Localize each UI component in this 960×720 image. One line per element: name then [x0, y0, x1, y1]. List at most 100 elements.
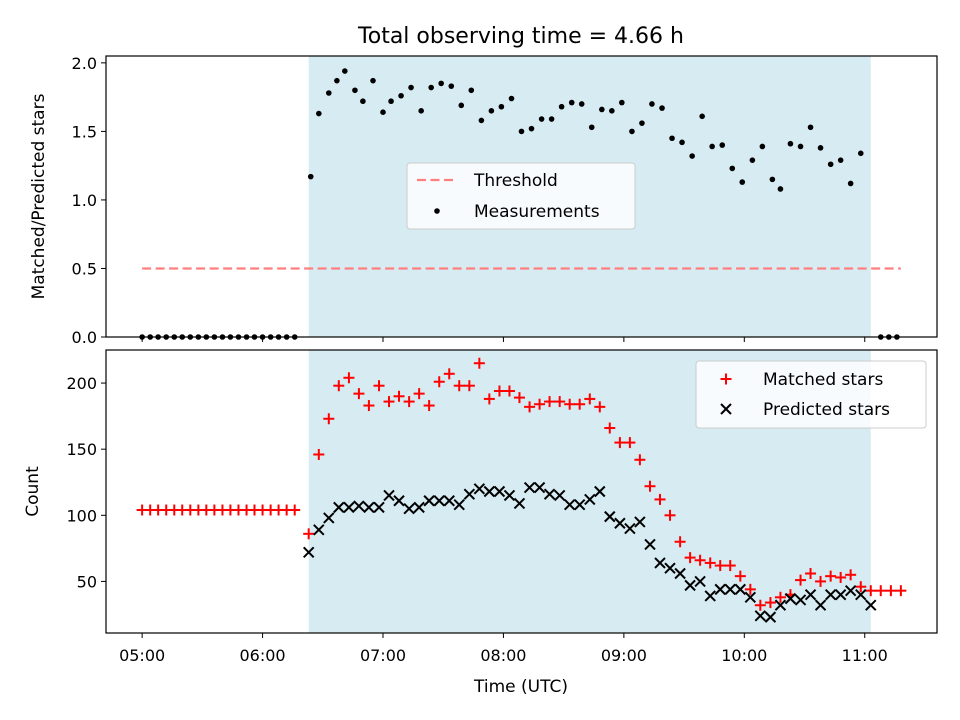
- matched-star-point: [744, 583, 756, 595]
- measurement-point: [408, 84, 414, 91]
- predicted-star-point: [604, 510, 616, 523]
- measurement-point: [458, 102, 465, 109]
- measurement-point: [380, 109, 386, 115]
- measurement-point: [428, 84, 434, 91]
- legend-box: [406, 162, 636, 230]
- measurement-point: [558, 103, 565, 110]
- measurement-point: [759, 143, 766, 150]
- predicted-star-point: [403, 502, 415, 515]
- matched-star-point: [734, 570, 746, 582]
- matched-star-point: [825, 570, 837, 582]
- predicted-star-point: [724, 583, 736, 596]
- predicted-star-point: [423, 495, 435, 507]
- measurement-point: [398, 92, 404, 99]
- measurement-point: [538, 116, 545, 122]
- matched-star-point: [544, 396, 556, 408]
- ratio-panel: 0.00.51.01.52.0 Matched/Predicted stars …: [29, 54, 938, 347]
- matched-star-point: [393, 390, 405, 402]
- predicted-star-point: [353, 500, 365, 512]
- predicted-star-point: [313, 524, 325, 536]
- matched-star-point: [513, 392, 525, 404]
- predicted-star-point: [473, 483, 486, 495]
- predicted-star-point: [383, 489, 395, 502]
- measurement-point: [508, 95, 515, 102]
- measurement-point: [326, 90, 332, 96]
- matched-star-point: [463, 380, 475, 392]
- measurement-point: [488, 108, 495, 114]
- matched-star-point: [624, 437, 636, 449]
- matched-star-point: [895, 585, 907, 597]
- matched-star-point: [554, 396, 566, 408]
- matched-star-point: [443, 368, 455, 380]
- measurement-point: [448, 83, 455, 89]
- measurement-point: [418, 108, 424, 114]
- y-tick-label: 0.0: [72, 328, 97, 347]
- matched-star-point: [875, 585, 887, 597]
- matched-star-point: [289, 504, 301, 516]
- count-plot-frame: [105, 349, 938, 634]
- matched-star-point: [805, 567, 817, 579]
- measurement-point: [669, 135, 675, 142]
- measurement-point: [518, 128, 525, 135]
- measurement-point: [749, 157, 756, 163]
- predicted-star-point: [373, 501, 385, 514]
- predicted-star-point: [493, 485, 506, 498]
- x-tick-label: 11:00: [842, 646, 888, 665]
- matched-star-point: [524, 401, 536, 413]
- predicted-star-point: [634, 516, 646, 528]
- measurement-point: [370, 77, 376, 84]
- y-tick-label: 1.0: [72, 191, 97, 210]
- matched-star-point: [634, 454, 646, 466]
- predicted-star-point: [664, 562, 676, 574]
- measurement-point: [847, 180, 854, 187]
- measurement-point: [787, 140, 794, 147]
- y-tick-label: 50: [77, 572, 97, 591]
- matched-star-point: [684, 552, 696, 564]
- measurement-point: [609, 108, 615, 114]
- predicted-star-point: [413, 501, 425, 514]
- matched-star-point: [323, 413, 335, 425]
- predicted-star-point: [794, 594, 807, 606]
- predicted-star-point: [302, 546, 315, 559]
- legend-predicted-label: Predicted stars: [763, 400, 890, 420]
- matched-star-point: [764, 597, 776, 609]
- measurement-point: [438, 80, 444, 87]
- measurement-point: [334, 77, 340, 84]
- legend-predicted-swatch: [720, 403, 732, 415]
- matched-star-point: [433, 376, 445, 388]
- matched-star-point: [493, 385, 505, 397]
- y-axis-label-ratio: Matched/Predicted stars: [29, 93, 49, 299]
- legend-matched-label: Matched stars: [763, 370, 883, 390]
- measurement-point: [388, 98, 394, 105]
- matched-star-point: [724, 560, 736, 572]
- count-axes: 50 100 150 200 05:00 06:00 07:00 08:00 09:00 10:0…: [66, 374, 887, 665]
- measurement-point: [619, 99, 625, 106]
- y-tick-label: 200: [66, 374, 97, 393]
- measurement-point: [548, 116, 555, 122]
- matched-star-point: [383, 396, 395, 408]
- matched-star-point: [855, 581, 867, 593]
- predicted-star-point: [513, 497, 526, 510]
- measurement-point: [360, 98, 366, 105]
- predicted-star-point: [804, 588, 817, 601]
- legend-box: [695, 360, 927, 429]
- measurement-point: [588, 124, 595, 131]
- matched-star-point: [674, 536, 686, 548]
- predicted-star-point: [483, 485, 496, 498]
- predicted-star-point: [754, 610, 767, 622]
- matched-star-point: [373, 380, 385, 392]
- y-tick-label: 1.5: [72, 122, 97, 141]
- ratio-plot-frame: [105, 55, 938, 338]
- predicted-star-point: [774, 599, 787, 611]
- matched-star-point: [614, 437, 626, 449]
- matched-star-point: [534, 398, 546, 410]
- matched-stars-series: [136, 357, 907, 611]
- measurement-point: [827, 161, 834, 168]
- measurement-point: [498, 103, 505, 110]
- matched-star-point: [664, 509, 676, 521]
- predicted-star-point: [644, 538, 656, 551]
- measurement-point: [649, 101, 655, 107]
- predicted-stars-series: [302, 481, 877, 623]
- predicted-star-point: [503, 489, 516, 502]
- predicted-star-point: [855, 588, 867, 601]
